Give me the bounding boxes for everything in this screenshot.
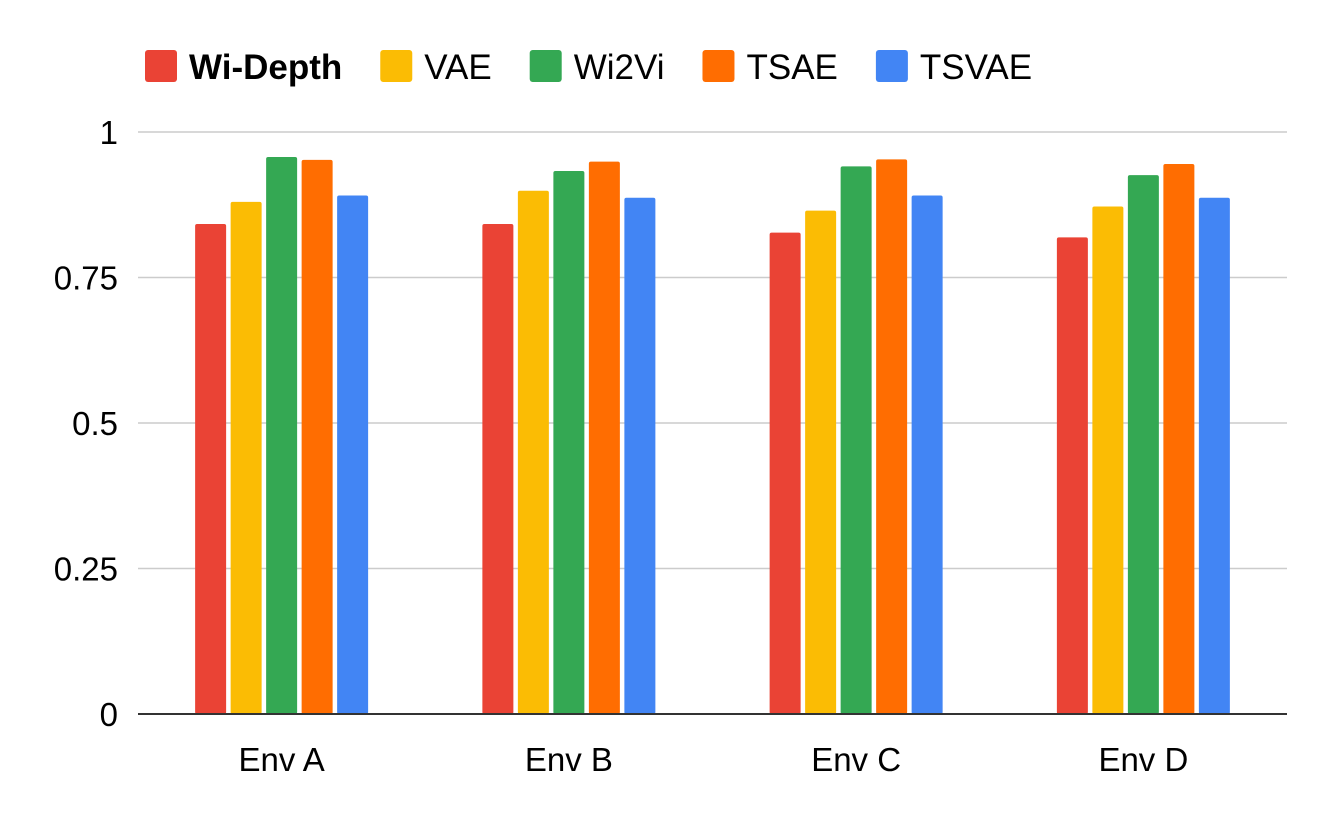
legend-swatch <box>702 50 735 82</box>
bar-wi-depth-env-d <box>1056 237 1088 715</box>
bar-wi2vi-env-c <box>840 166 872 714</box>
y-tick-label: 1 <box>100 114 118 151</box>
bar-wi-depth-env-c <box>769 232 801 714</box>
bars <box>195 157 1230 715</box>
bar-tsae-env-a <box>301 159 333 714</box>
bar-tsvae-env-c <box>911 195 943 715</box>
legend-label: TSAE <box>746 48 837 87</box>
bar-tsvae-env-d <box>1198 197 1230 715</box>
bar-tsvae-env-a <box>337 195 369 715</box>
legend-item: TSVAE <box>875 48 1032 87</box>
legend-swatch <box>529 50 562 82</box>
y-tick-label: 0 <box>100 696 118 733</box>
bar-tsae-env-d <box>1163 164 1195 714</box>
bar-wi2vi-env-a <box>266 157 298 714</box>
x-axis-ticks: Env A Env B Env C Env D <box>239 741 1189 778</box>
bar-tsae-env-b <box>588 161 620 714</box>
legend-swatch <box>145 50 177 82</box>
bar-vae-env-c <box>805 210 837 714</box>
bar-tsae-env-c <box>876 159 908 714</box>
y-axis-ticks: 0 0.25 0.5 0.75 1 <box>54 114 118 733</box>
legend-swatch <box>380 50 413 82</box>
legend-item: VAE <box>380 48 492 87</box>
legend-item: Wi-Depth <box>145 48 342 87</box>
legend-item: Wi2Vi <box>529 48 665 87</box>
bar-wi2vi-env-d <box>1127 175 1159 714</box>
bar-vae-env-b <box>517 190 549 715</box>
x-tick-label: Env A <box>239 741 325 778</box>
x-tick-label: Env D <box>1098 741 1188 778</box>
bar-vae-env-d <box>1092 206 1124 714</box>
legend-label: VAE <box>424 48 491 87</box>
y-tick-label: 0.75 <box>54 260 118 297</box>
x-tick-label: Env C <box>811 741 901 778</box>
bar-wi-depth-env-b <box>482 223 514 714</box>
legend-item: TSAE <box>702 48 838 87</box>
legend-label: Wi-Depth <box>189 48 342 87</box>
bar-tsvae-env-b <box>624 197 656 715</box>
legend: Wi-Depth VAE Wi2Vi TSAE TSVAE <box>145 48 1032 87</box>
x-tick-label: Env B <box>525 741 613 778</box>
legend-swatch <box>875 50 908 82</box>
bar-wi2vi-env-b <box>553 170 585 714</box>
bar-vae-env-a <box>230 201 262 715</box>
y-tick-label: 0.25 <box>54 551 118 588</box>
legend-label: Wi2Vi <box>574 48 665 87</box>
bar-wi-depth-env-a <box>195 223 227 714</box>
legend-label: TSVAE <box>920 48 1032 87</box>
y-tick-label: 0.5 <box>72 405 118 442</box>
